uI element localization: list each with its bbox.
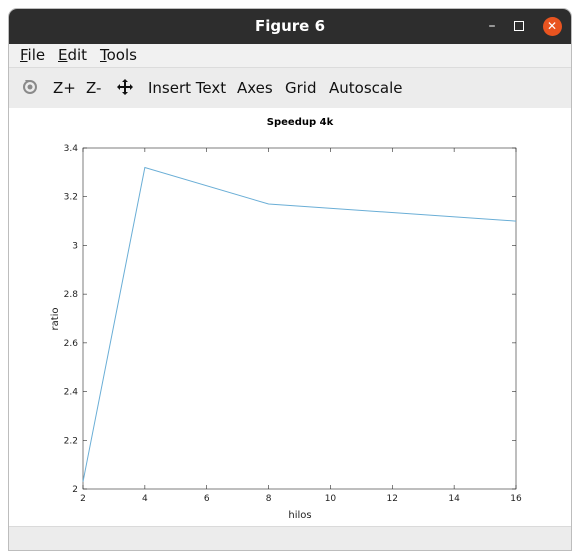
x-tick-label: 16 <box>510 494 522 504</box>
menu-tools[interactable]: Tools <box>100 46 137 64</box>
figure-toolbar: Z+ Z- Insert Text Axes Grid Autoscale <box>9 67 571 109</box>
menu-file-mnemonic: F <box>20 46 28 64</box>
pan-button[interactable] <box>116 78 134 100</box>
x-tick-label: 12 <box>387 494 398 504</box>
x-tick-label: 8 <box>266 494 272 504</box>
y-tick-label: 3.4 <box>64 144 79 154</box>
zoom-out-button[interactable]: Z- <box>86 79 102 97</box>
y-tick-label: 3 <box>72 241 78 251</box>
menu-file-label: ile <box>27 46 46 64</box>
menu-file[interactable]: File <box>20 46 45 64</box>
window-title: Figure 6 <box>254 17 326 35</box>
autoscale-button[interactable]: Autoscale <box>329 79 403 97</box>
series-line <box>82 166 517 482</box>
x-tick-label: 4 <box>142 494 148 504</box>
grid-button[interactable]: Grid <box>285 79 317 97</box>
menu-edit-mnemonic: E <box>58 46 68 64</box>
x-tick-label: 2 <box>80 494 86 504</box>
menu-edit[interactable]: Edit <box>58 46 87 64</box>
chart-title: Speedup 4k <box>267 117 334 128</box>
maximize-button[interactable] <box>504 9 534 44</box>
close-icon: ✕ <box>542 17 562 36</box>
axes-button[interactable]: Axes <box>237 79 273 97</box>
menu-bar: File Edit Tools <box>9 44 571 67</box>
y-tick-label: 2.4 <box>64 388 79 398</box>
status-bar <box>9 526 571 550</box>
title-bar[interactable]: Figure 6 – ✕ <box>9 9 571 44</box>
menu-tools-mnemonic: T <box>100 46 107 64</box>
minimize-button[interactable]: – <box>477 9 507 44</box>
minimize-icon: – <box>488 18 496 34</box>
rotate-icon <box>23 80 37 94</box>
y-axis-label: ratio <box>50 307 61 330</box>
rotate-button[interactable] <box>21 77 39 99</box>
x-tick-label: 10 <box>325 494 337 504</box>
insert-text-button[interactable]: Insert Text <box>148 79 227 97</box>
y-tick-label: 2.8 <box>64 290 79 300</box>
zoom-in-button[interactable]: Z+ <box>53 79 76 97</box>
y-tick-label: 3.2 <box>64 193 78 203</box>
figure-canvas[interactable]: Speedup 4k 2 4 6 8 10 12 14 16 2 2.2 2.4 2.6 2.8 3 3.2… <box>9 108 571 526</box>
y-tick-label: 2 <box>72 485 78 495</box>
axes: 2 4 6 8 10 12 14 16 2 2.2 2.4 2.6 2.8 3 3.2 3.4 <box>64 144 522 504</box>
plot-frame <box>82 147 517 490</box>
x-tick-label: 6 <box>204 494 210 504</box>
menu-edit-label: dit <box>67 46 88 64</box>
close-button[interactable]: ✕ <box>537 9 567 44</box>
y-tick-label: 2.6 <box>64 339 79 349</box>
x-tick-label: 14 <box>448 494 460 504</box>
maximize-icon <box>514 21 524 31</box>
line-chart: Speedup 4k 2 4 6 8 10 12 14 16 2 2.2 2.4 2.6 2.8 3 3.2… <box>50 117 522 521</box>
figure-window: Figure 6 – ✕ File Edit Tools Z+ Z- Inser… <box>9 9 571 550</box>
y-tick-label: 2.2 <box>64 436 78 446</box>
menu-tools-label: ools <box>106 46 137 64</box>
x-axis-label: hilos <box>288 510 311 521</box>
pan-icon <box>117 79 133 95</box>
